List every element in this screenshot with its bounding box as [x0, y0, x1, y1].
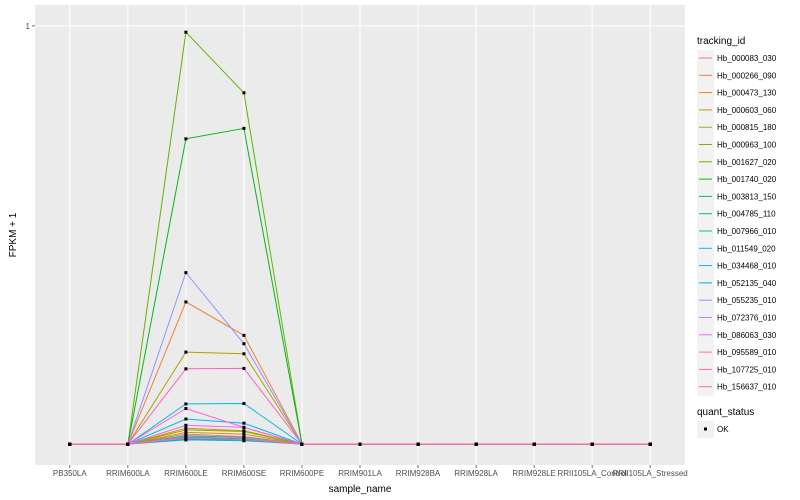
- data-point: [532, 442, 536, 446]
- x-tick-label: RRII105LA_Control: [557, 469, 627, 478]
- data-point: [300, 442, 304, 446]
- legend-label: Hb_052135_040: [717, 279, 777, 288]
- data-point: [242, 421, 246, 425]
- data-point: [184, 367, 188, 371]
- legend-label: Hb_000815_180: [717, 123, 777, 132]
- data-point: [242, 432, 246, 436]
- data-point: [242, 430, 246, 434]
- legend-label: Hb_086063_030: [717, 331, 777, 340]
- data-point: [184, 350, 188, 354]
- legend-label: Hb_072376_010: [717, 314, 777, 323]
- shape-legend-point: [704, 427, 707, 431]
- data-point: [242, 425, 246, 429]
- x-tick-label: RRIM928LA: [454, 469, 498, 478]
- x-tick-label: RRII105LA_Stressed: [613, 469, 688, 478]
- data-point: [358, 442, 362, 446]
- shape-legend-label: OK: [717, 425, 729, 434]
- legend-label: Hb_000603_060: [717, 106, 777, 115]
- data-point: [590, 442, 594, 446]
- data-point: [242, 91, 246, 95]
- data-point: [242, 402, 246, 406]
- x-tick-label: RRIM600PE: [280, 469, 324, 478]
- shape-legend-title: quant_status: [697, 407, 754, 418]
- shape-legend-items: OK: [697, 421, 729, 438]
- x-tick-label: RRIM928BA: [396, 469, 441, 478]
- gridlines: [35, 5, 685, 465]
- data-point: [648, 442, 652, 446]
- data-point: [184, 402, 188, 406]
- data-point: [184, 436, 188, 440]
- data-point: [184, 30, 188, 34]
- x-axis-ticks: PB350LA RRIM600LA RRIM600LE RRIM600SE RRIM60…: [53, 465, 688, 478]
- legend-label: Hb_000083_030: [717, 54, 777, 63]
- legend-label: Hb_000963_100: [717, 141, 777, 150]
- data-point: [184, 271, 188, 275]
- data-point: [242, 437, 246, 441]
- y-axis-title: FPKM + 1: [8, 212, 19, 257]
- data-point: [68, 442, 72, 446]
- data-point: [126, 442, 130, 446]
- y-axis-ticks: 1: [26, 22, 35, 31]
- x-axis-title: sample_name: [329, 484, 392, 495]
- x-tick-label: RRIM600SE: [222, 469, 266, 478]
- data-point: [184, 407, 188, 411]
- legend-label: Hb_011549_020: [717, 244, 776, 253]
- x-tick-label: RRIM600LA: [106, 469, 150, 478]
- legend: tracking_id Hb_000083_030Hb_000266_090Hb…: [697, 36, 777, 438]
- data-point: [184, 428, 188, 432]
- data-points: [68, 30, 652, 446]
- legend-label: Hb_004785_110: [717, 210, 776, 219]
- legend-label: Hb_001627_020: [717, 158, 777, 167]
- legend-label: Hb_055235_010: [717, 296, 777, 305]
- data-point: [242, 333, 246, 337]
- data-point: [184, 432, 188, 436]
- data-point: [184, 417, 188, 421]
- data-point: [242, 436, 246, 440]
- y-tick-label: 1: [26, 22, 31, 31]
- legend-label: Hb_095589_010: [717, 348, 777, 357]
- legend-label: Hb_007966_010: [717, 227, 777, 236]
- data-point: [184, 137, 188, 141]
- data-point: [184, 430, 188, 434]
- x-tick-label: PB350LA: [53, 469, 87, 478]
- legend-label: Hb_034468_010: [717, 262, 777, 271]
- legend-label: Hb_000266_090: [717, 71, 777, 80]
- data-point: [416, 442, 420, 446]
- data-point: [242, 366, 246, 370]
- data-point: [242, 126, 246, 130]
- data-point: [184, 435, 188, 439]
- legend-label: Hb_001740_020: [717, 175, 777, 184]
- x-tick-label: RRIM928LE: [512, 469, 556, 478]
- x-tick-label: RRIM901LA: [338, 469, 382, 478]
- data-point: [184, 300, 188, 304]
- legend-label: Hb_000473_130: [717, 89, 777, 98]
- legend-label: Hb_003813_150: [717, 192, 777, 201]
- data-point: [242, 342, 246, 346]
- x-tick-label: RRIM600LE: [164, 469, 208, 478]
- legend-items: Hb_000083_030 Hb_000266_090 Hb_000473_130 H…: [697, 50, 777, 396]
- data-point: [474, 442, 478, 446]
- data-point: [184, 423, 188, 427]
- legend-title: tracking_id: [697, 36, 745, 47]
- legend-label: Hb_156637_010: [717, 383, 777, 392]
- legend-label: Hb_107725_010: [717, 365, 777, 374]
- data-point: [184, 426, 188, 430]
- data-point: [242, 352, 246, 356]
